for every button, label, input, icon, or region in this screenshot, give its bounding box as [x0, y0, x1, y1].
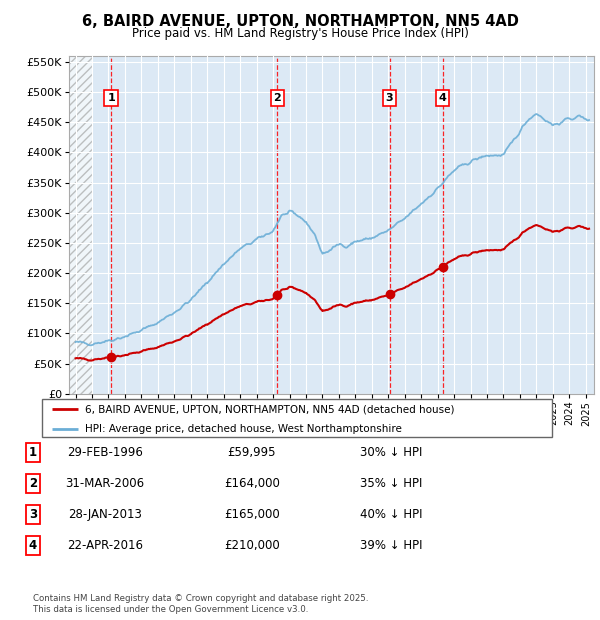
Text: 30% ↓ HPI: 30% ↓ HPI [360, 446, 422, 459]
Text: 22-APR-2016: 22-APR-2016 [67, 539, 143, 552]
Text: 35% ↓ HPI: 35% ↓ HPI [360, 477, 422, 490]
Text: 3: 3 [29, 508, 37, 521]
Text: 28-JAN-2013: 28-JAN-2013 [68, 508, 142, 521]
Text: 2: 2 [29, 477, 37, 490]
Text: Price paid vs. HM Land Registry's House Price Index (HPI): Price paid vs. HM Land Registry's House … [131, 27, 469, 40]
Text: Contains HM Land Registry data © Crown copyright and database right 2025.
This d: Contains HM Land Registry data © Crown c… [33, 595, 368, 614]
Text: 2: 2 [274, 93, 281, 103]
Text: £59,995: £59,995 [228, 446, 276, 459]
Text: HPI: Average price, detached house, West Northamptonshire: HPI: Average price, detached house, West… [85, 423, 402, 433]
Text: 6, BAIRD AVENUE, UPTON, NORTHAMPTON, NN5 4AD: 6, BAIRD AVENUE, UPTON, NORTHAMPTON, NN5… [82, 14, 518, 29]
Text: 40% ↓ HPI: 40% ↓ HPI [360, 508, 422, 521]
Text: £210,000: £210,000 [224, 539, 280, 552]
Text: 31-MAR-2006: 31-MAR-2006 [65, 477, 145, 490]
Text: 4: 4 [439, 93, 446, 103]
Text: 4: 4 [29, 539, 37, 552]
Text: £165,000: £165,000 [224, 508, 280, 521]
Text: 39% ↓ HPI: 39% ↓ HPI [360, 539, 422, 552]
Text: 1: 1 [29, 446, 37, 459]
Text: 29-FEB-1996: 29-FEB-1996 [67, 446, 143, 459]
Text: 1: 1 [107, 93, 115, 103]
Text: 6, BAIRD AVENUE, UPTON, NORTHAMPTON, NN5 4AD (detached house): 6, BAIRD AVENUE, UPTON, NORTHAMPTON, NN5… [85, 404, 455, 414]
Bar [69, 56, 92, 394]
Text: £164,000: £164,000 [224, 477, 280, 490]
Text: 3: 3 [386, 93, 394, 103]
